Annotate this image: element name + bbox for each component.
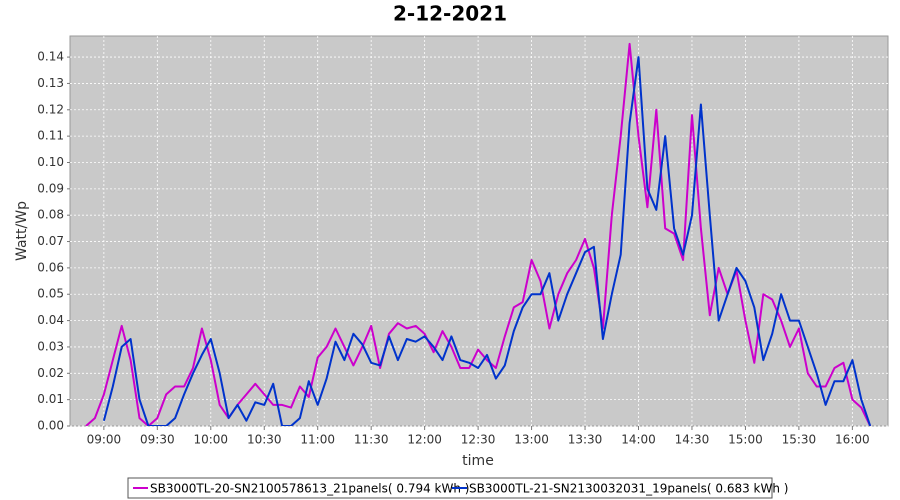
y-tick-label: 0.11	[37, 129, 64, 143]
x-tick-label: 12:00	[407, 433, 442, 447]
y-tick-label: 0.00	[37, 419, 64, 433]
y-tick-label: 0.02	[37, 366, 64, 380]
y-tick-label: 0.12	[37, 102, 64, 116]
x-tick-label: 13:30	[568, 433, 603, 447]
series-line	[85, 42, 872, 426]
x-tick-label: 16:00	[835, 433, 870, 447]
x-tick-label: 09:00	[87, 433, 122, 447]
x-tick-label: 09:30	[140, 433, 175, 447]
y-tick-label: 0.04	[37, 313, 64, 327]
chart-title: 2-12-2021	[393, 2, 507, 26]
y-axis-label: Watt/Wp	[14, 201, 30, 261]
y-tick-label: 0.03	[37, 339, 64, 353]
y-tick-label: 0.13	[37, 76, 64, 90]
x-tick-label: 11:30	[354, 433, 389, 447]
x-tick-label: 14:30	[675, 433, 710, 447]
x-tick-label: 10:00	[193, 433, 228, 447]
legend	[127, 477, 773, 499]
y-tick-label: 0.01	[37, 392, 64, 406]
y-tick-label: 0.08	[37, 208, 64, 222]
legend-label: SB3000TL-21-SN2130032031_19panels( 0.683…	[469, 482, 788, 496]
y-tick-label: 0.09	[37, 181, 64, 195]
y-tick-label: 0.06	[37, 260, 64, 274]
series-line	[102, 56, 872, 426]
y-tick-label: 0.10	[37, 155, 64, 169]
x-tick-label: 10:30	[247, 433, 282, 447]
x-tick-label: 13:00	[514, 433, 549, 447]
x-tick-label: 15:00	[728, 433, 763, 447]
x-tick-label: 15:30	[782, 433, 817, 447]
series-group	[85, 42, 872, 426]
x-axis-label: time	[462, 453, 494, 469]
x-tick-label: 11:00	[300, 433, 335, 447]
legend-label: SB3000TL-20-SN2100578613_21panels( 0.794…	[150, 482, 469, 496]
y-tick-label: 0.07	[37, 234, 64, 248]
x-tick-label: 14:00	[621, 433, 656, 447]
x-tick-label: 12:30	[461, 433, 496, 447]
y-tick-label: 0.05	[37, 287, 64, 301]
plot-area	[69, 35, 889, 427]
y-tick-label: 0.14	[37, 50, 64, 64]
